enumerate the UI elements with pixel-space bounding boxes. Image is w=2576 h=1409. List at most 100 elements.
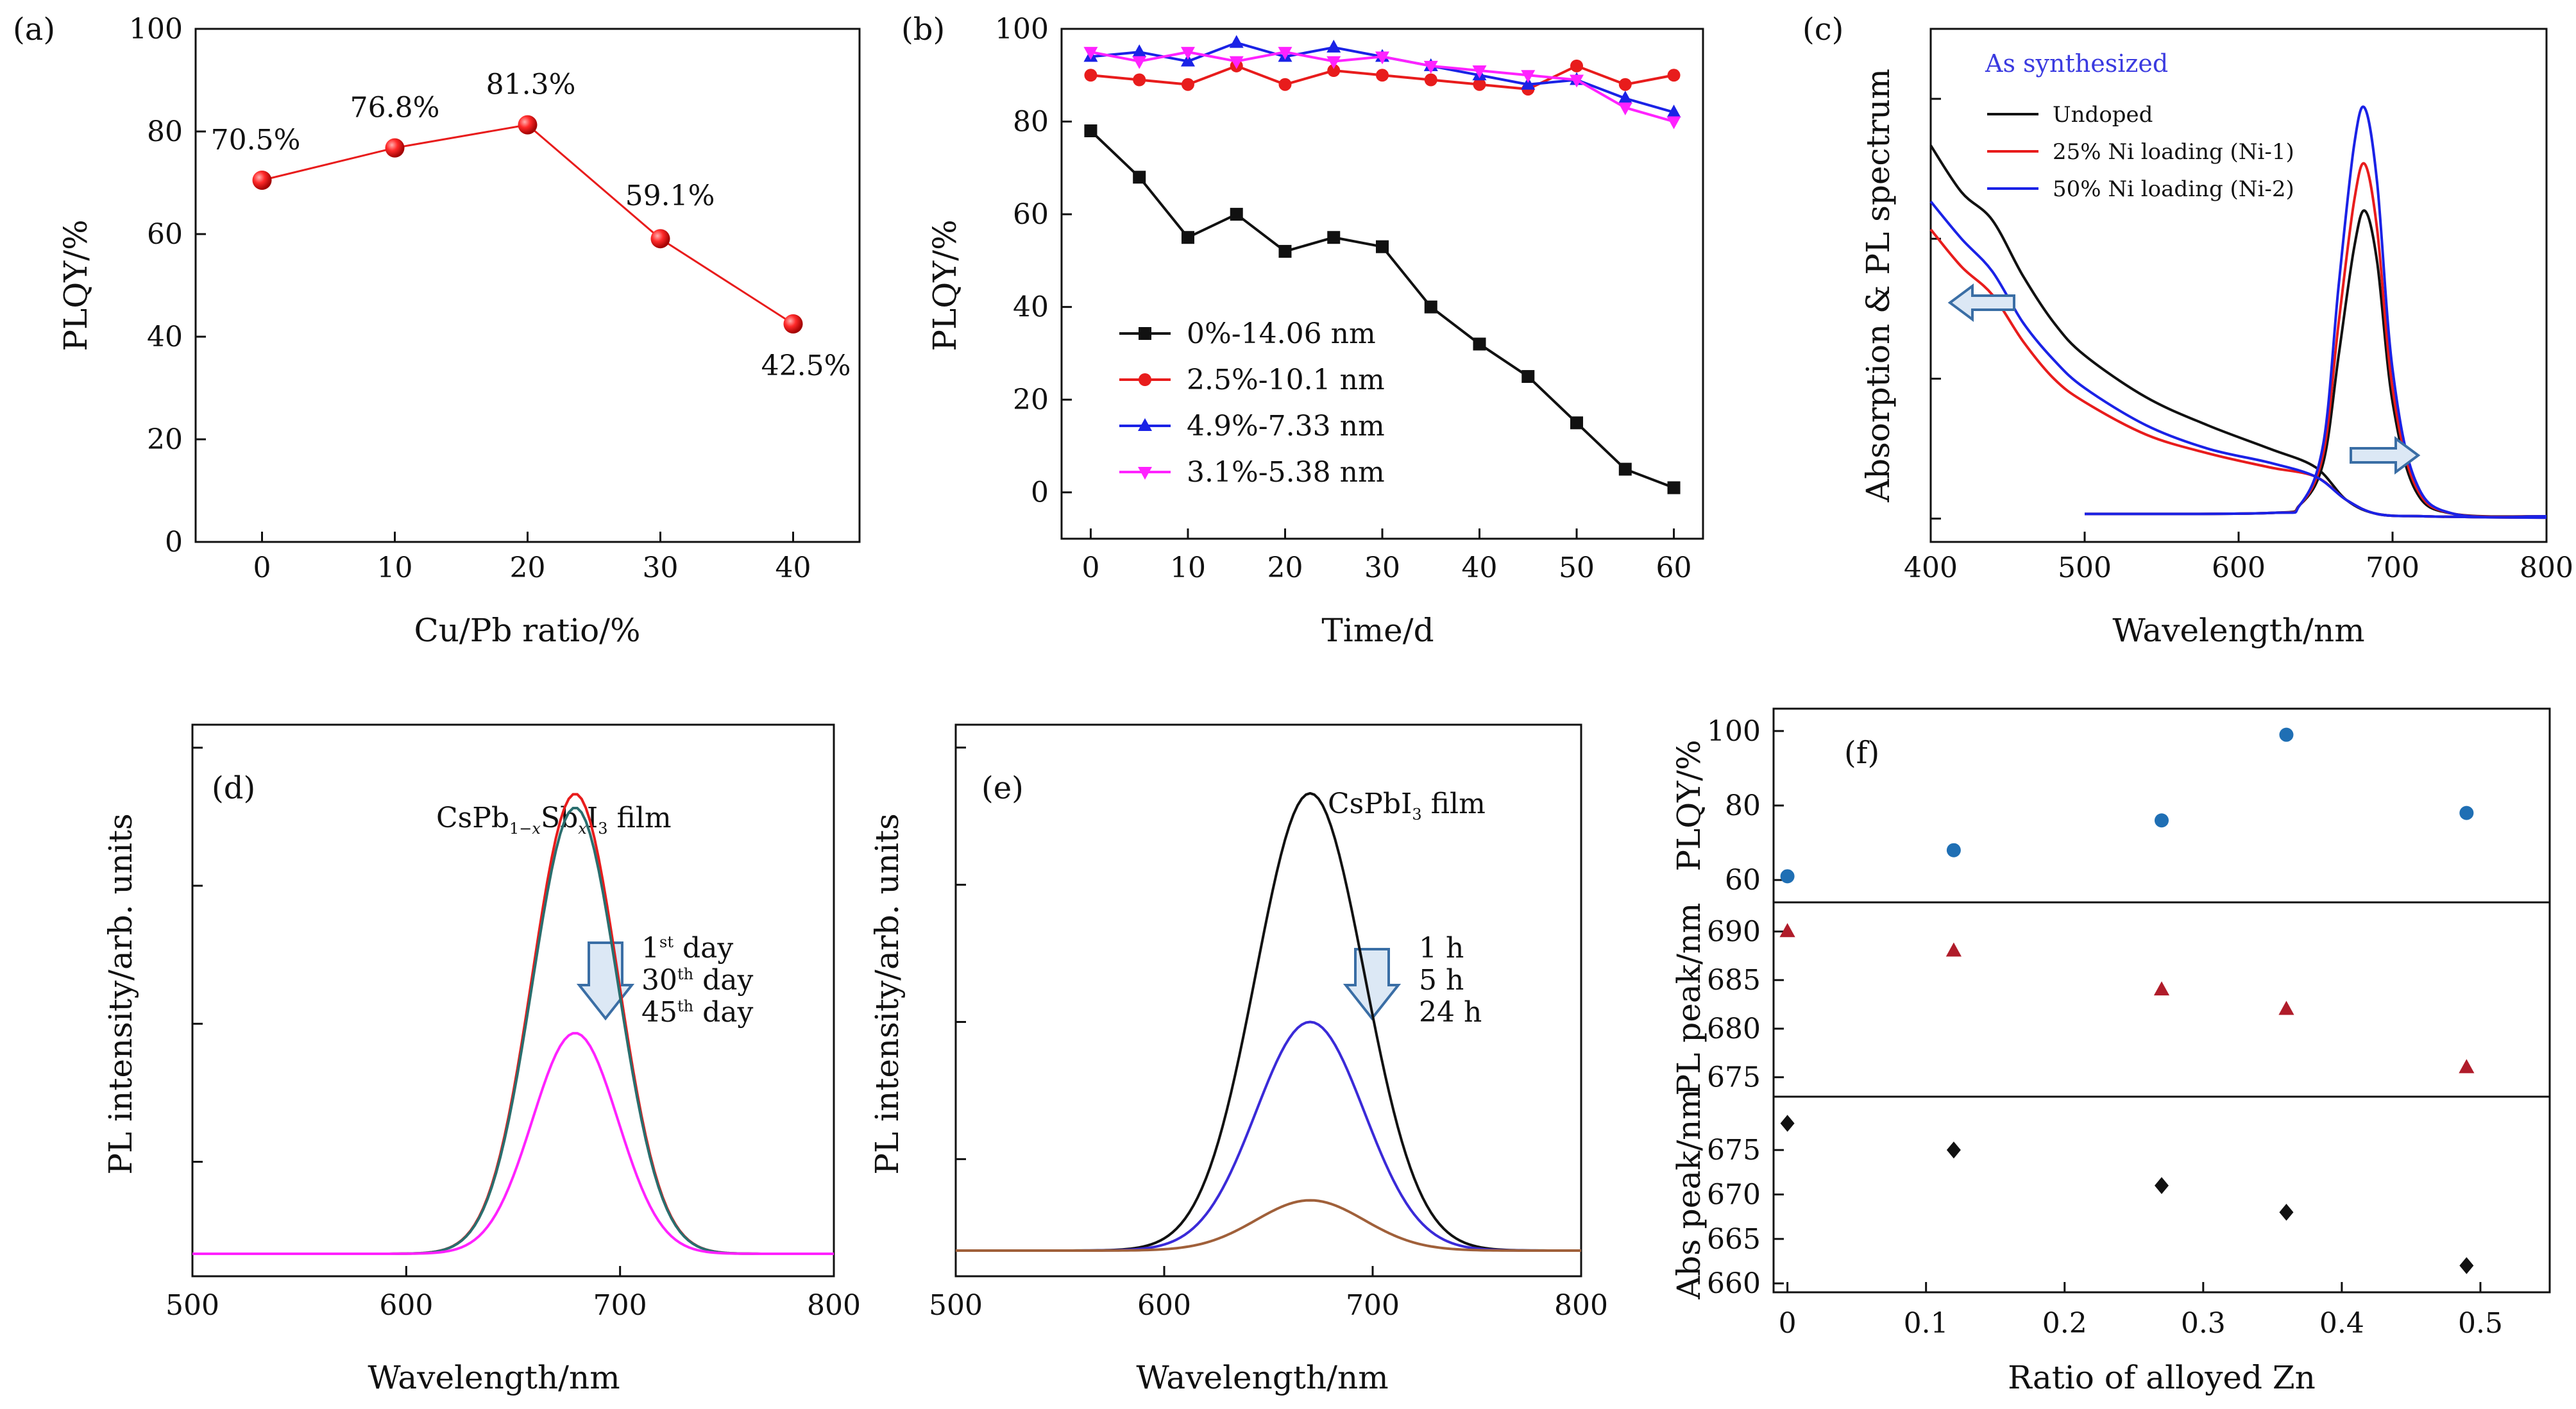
x-tick-label: 800	[807, 1289, 861, 1322]
y-tick-label: 100	[995, 13, 1049, 46]
data-label: 42.5%	[761, 350, 851, 382]
panel-d-xlabel: Wavelength/nm	[368, 1359, 620, 1396]
panel-b-ylabel: PLQY/%	[926, 219, 963, 351]
right-arrow-icon	[2350, 436, 2421, 475]
panel-a-label: (a)	[13, 12, 55, 47]
x-tick-label: 500	[165, 1289, 219, 1322]
y-tick-label: 0	[165, 526, 183, 559]
x-tick-label: 700	[593, 1289, 647, 1322]
pl-curve	[2084, 105, 2547, 519]
data-point	[1472, 65, 1487, 79]
x-tick-label: 600	[2212, 552, 2266, 584]
data-point	[1667, 69, 1681, 82]
legend-label: 25% Ni loading (Ni-1)	[2053, 139, 2294, 165]
data-point	[1084, 69, 1097, 82]
data-point	[1180, 53, 1195, 67]
x-tick-label: 600	[379, 1289, 433, 1322]
data-point	[1424, 300, 1437, 314]
x-tick-label: 20	[510, 552, 546, 584]
x-tick-label: 10	[1170, 552, 1206, 584]
panel-d-label: (d)	[212, 770, 255, 806]
x-tick-label: 0	[1081, 552, 1099, 584]
data-point	[1326, 39, 1341, 53]
x-tick-label: 800	[2520, 552, 2573, 584]
data-point	[1946, 1141, 1961, 1159]
pl-curve	[956, 791, 1582, 1252]
legend-label: 1st day	[641, 932, 733, 965]
legend-marker	[1138, 467, 1152, 480]
panel-e-frame	[954, 723, 1582, 1278]
data-point	[2279, 727, 2294, 742]
panel-a-ylabel: PLQY/%	[57, 219, 94, 351]
y-tick-label: 80	[147, 115, 183, 148]
y-tick-label: 80	[1013, 106, 1049, 139]
pl-curve	[192, 806, 834, 1255]
y-tick-label: 60	[1013, 198, 1049, 231]
data-point	[1230, 208, 1243, 221]
data-point	[783, 314, 803, 333]
pl-curve	[956, 1199, 1582, 1252]
panel-e-ylabel: PL intensity/arb. units	[869, 813, 906, 1174]
x-tick-label: 20	[1267, 552, 1303, 584]
x-tick-label: 0.2	[2042, 1307, 2087, 1340]
data-point	[2278, 1000, 2294, 1015]
x-tick-label: 0.4	[2319, 1307, 2364, 1340]
x-tick-label: 0.5	[2458, 1307, 2503, 1340]
y-tick-label: 685	[1707, 964, 1761, 997]
x-tick-label: 10	[377, 552, 413, 584]
data-point	[1278, 47, 1292, 60]
data-point	[1946, 843, 1961, 857]
y-tick-label: 20	[1013, 384, 1049, 416]
x-tick-label: 800	[1554, 1289, 1608, 1322]
panel-c-label: (c)	[1802, 12, 1843, 47]
data-point	[385, 138, 405, 158]
panel-e-sample-label: CsPbI3 film	[1328, 788, 1486, 823]
pl-curve	[2084, 209, 2547, 518]
legend-label: 4.9%-7.33 nm	[1187, 410, 1385, 443]
y-tick-label: 675	[1707, 1061, 1761, 1094]
data-point	[518, 115, 538, 135]
data-point	[1132, 56, 1147, 69]
data-point	[1083, 47, 1098, 60]
panel-f-label: (f)	[1844, 735, 1879, 771]
data-point	[1618, 90, 1632, 104]
data-point	[1180, 47, 1195, 60]
legend-label: 5 h	[1419, 964, 1464, 997]
panel-f-frame	[1772, 707, 2551, 1294]
y-tick-label: 0	[1031, 477, 1049, 509]
legend-marker	[1139, 373, 1151, 386]
panel-c: (c) Wavelength/nm Absorption & PL spectr…	[1802, 12, 2573, 649]
data-label: 76.8%	[350, 92, 440, 124]
data-point	[1666, 116, 1681, 130]
data-point	[1570, 74, 1584, 88]
x-tick-label: 700	[1346, 1289, 1400, 1322]
panel-b: (b) Time/d PLQY/% 0 10 20 30 40 50 60 0 20 40 60 80…	[901, 12, 1704, 649]
y-tick-label: 100	[1707, 715, 1761, 748]
data-point	[1521, 370, 1535, 384]
data-point	[650, 229, 670, 249]
data-point	[2459, 806, 2474, 820]
y-tick-label: 80	[1725, 789, 1761, 822]
panel-c-ylabel: Absorption & PL spectrum	[1860, 69, 1897, 503]
x-tick-label: 0.1	[1904, 1307, 1949, 1340]
y-tick-label: 60	[1725, 864, 1761, 897]
data-point	[1229, 35, 1244, 48]
data-point	[1473, 78, 1486, 91]
panel-f-ylabel-pl-peak: PL peak/nm	[1670, 903, 1707, 1096]
data-point	[1376, 240, 1389, 253]
data-point	[1084, 124, 1097, 137]
panel-d-frame	[191, 723, 835, 1278]
data-point	[1618, 462, 1632, 476]
data-point	[1521, 76, 1536, 90]
x-tick-label: 30	[643, 552, 679, 584]
panel-b-xlabel: Time/d	[1321, 612, 1434, 649]
y-tick-label: 670	[1707, 1179, 1761, 1211]
legend-marker	[1139, 327, 1151, 340]
panel-f-xlabel: Ratio of alloyed Zn	[2008, 1359, 2316, 1396]
data-point	[1327, 64, 1341, 78]
panel-d-sample-label: CsPb1−xSbxI3 film	[436, 802, 672, 838]
data-point	[1666, 105, 1681, 118]
data-point	[1570, 416, 1584, 430]
data-point	[1278, 78, 1292, 91]
